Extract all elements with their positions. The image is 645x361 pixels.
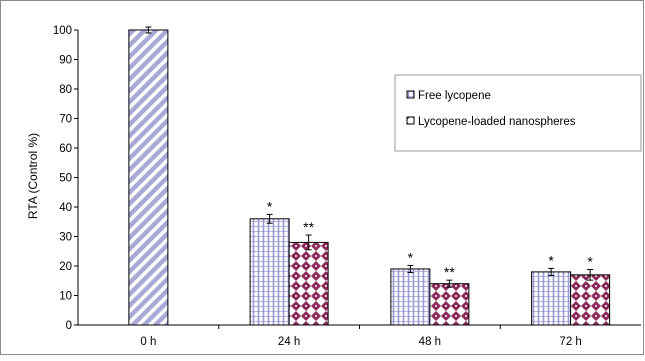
bar-free-lycopene [249, 218, 290, 326]
y-tick-label: 60 [59, 143, 72, 155]
y-tick-label: 30 [59, 232, 72, 244]
significance-mark: ** [444, 264, 455, 280]
legend-box [394, 74, 642, 152]
bar-free-lycopene [390, 268, 431, 326]
bar-lycopene-loaded-nanospheres [288, 241, 329, 326]
significance-marks: ** ****** [267, 198, 594, 280]
y-tick-label: 20 [59, 261, 72, 273]
legend-label-nanospheres: Lycopene-loaded nanospheres [418, 116, 576, 128]
significance-mark: * [408, 249, 414, 265]
x-tick-label: 0 h [140, 336, 156, 348]
y-tick-label: 100 [53, 25, 72, 37]
legend-swatch-nanospheres [406, 116, 415, 125]
significance-mark: * [267, 198, 273, 214]
bar-control-0h [128, 29, 169, 326]
x-tick-labels: 0 h 24 h 48 h 72 h [140, 325, 582, 348]
x-tick-label: 24 h [278, 336, 300, 348]
bar-lycopene-loaded-nanospheres [429, 283, 470, 326]
bars [128, 29, 611, 326]
y-tick-label: 10 [59, 291, 72, 303]
legend-swatch-free-lycopene [406, 90, 415, 99]
error-bars [145, 26, 594, 288]
y-tick-label: 90 [59, 55, 72, 67]
y-tick-label: 0 [66, 320, 72, 332]
y-tick-label: 40 [59, 202, 72, 214]
y-axis-label: RTA (Control %) [26, 133, 40, 219]
x-tick-label: 72 h [559, 336, 581, 348]
bar-free-lycopene [531, 271, 572, 326]
legend-label-free-lycopene: Free lycopene [418, 90, 491, 102]
y-tick-label: 50 [59, 173, 72, 185]
y-tick-label: 80 [59, 84, 72, 96]
legend: Free lycopene Lycopene-loaded nanosphere… [394, 74, 642, 152]
significance-mark: ** [303, 219, 314, 235]
significance-mark: * [548, 252, 554, 268]
x-tick-label: 48 h [419, 336, 441, 348]
y-ticks: 0 10 20 30 40 50 60 70 80 90 100 [53, 25, 78, 332]
bar-lycopene-loaded-nanospheres [570, 274, 611, 326]
significance-mark: * [587, 254, 593, 270]
y-tick-label: 70 [59, 114, 72, 126]
